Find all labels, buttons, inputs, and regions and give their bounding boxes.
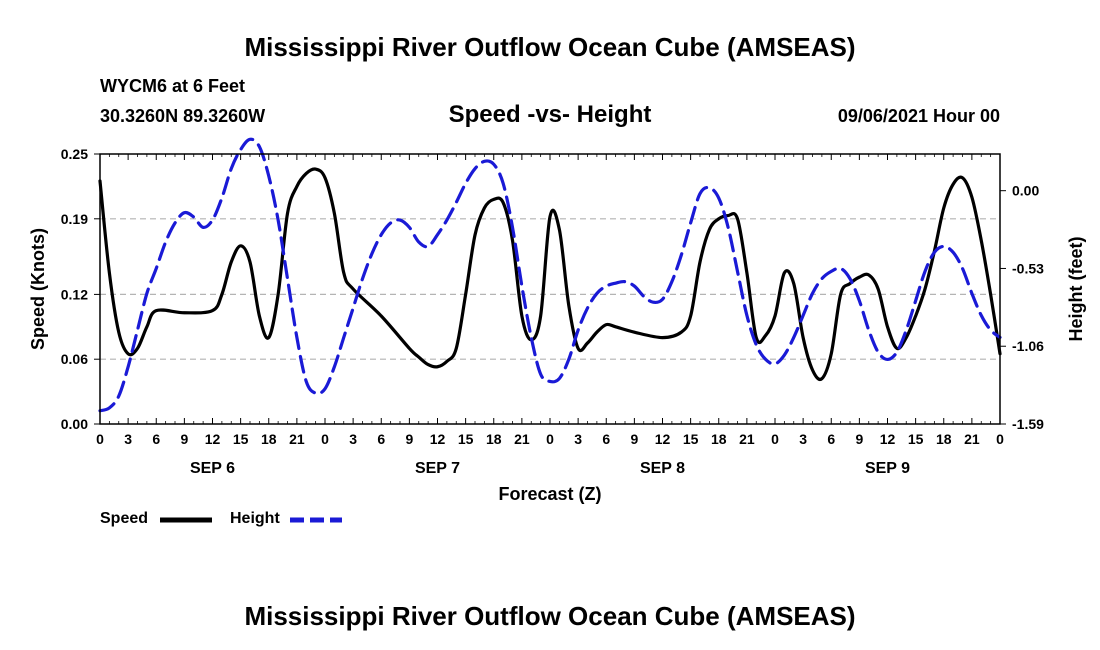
chart-footer-title: Mississippi River Outflow Ocean Cube (AM… xyxy=(244,601,856,631)
legend-speed-label: Speed xyxy=(100,510,149,527)
x-tick-label: 18 xyxy=(261,431,277,447)
x-tick-label: 9 xyxy=(630,431,638,447)
day-label-3: SEP 9 xyxy=(865,460,910,477)
day-label-2: SEP 8 xyxy=(640,460,685,477)
x-tick-label: 12 xyxy=(655,431,671,447)
x-tick-label: 21 xyxy=(514,431,530,447)
y-left-tick-label: 0.19 xyxy=(61,211,88,227)
series-layer xyxy=(98,137,1002,413)
x-tick-label: 21 xyxy=(289,431,305,447)
x-tick-label: 18 xyxy=(936,431,952,447)
plot-frame xyxy=(99,153,1001,425)
y-right-tick-label: -1.06 xyxy=(1012,338,1044,354)
x-tick-label: 12 xyxy=(205,431,221,447)
x-tick-label: 6 xyxy=(602,431,610,447)
coordinates-label: 30.3260N 89.3260W xyxy=(100,106,266,126)
y-left-tick-label: 0.12 xyxy=(61,286,88,302)
x-tick-label: 0 xyxy=(771,431,779,447)
y-left-tick-label: 0.00 xyxy=(61,416,88,432)
series-line-speed xyxy=(98,167,1002,381)
x-tick-label: 0 xyxy=(321,431,329,447)
station-label: WYCM6 at 6 Feet xyxy=(100,76,246,96)
x-tick-label: 3 xyxy=(574,431,582,447)
x-tick-label: 6 xyxy=(827,431,835,447)
x-tick-label: 3 xyxy=(124,431,132,447)
y-left-tick-label: 0.06 xyxy=(61,351,88,367)
axes-layer: 0 3 6 9 12 15 18 21 0 3 6 9 12 15 18 21 0 3 6 9 12 15 18 21 0 3 6 9… xyxy=(61,146,1044,477)
day-label-0: SEP 6 xyxy=(190,460,235,477)
legend-speed-swatch xyxy=(160,517,212,523)
legend-height-swatch xyxy=(290,517,342,523)
chart-main-title: Mississippi River Outflow Ocean Cube (AM… xyxy=(244,32,856,62)
x-tick-label: 0 xyxy=(996,431,1004,447)
y-right-tick-label: -1.59 xyxy=(1012,416,1044,432)
x-tick-label: 3 xyxy=(349,431,357,447)
x-axis-title: Forecast (Z) xyxy=(498,484,601,504)
x-tick-label: 12 xyxy=(430,431,446,447)
x-tick-label: 6 xyxy=(377,431,385,447)
x-tick-label: 0 xyxy=(96,431,104,447)
x-tick-label: 9 xyxy=(855,431,863,447)
forecast-date-label: 09/06/2021 Hour 00 xyxy=(837,106,1000,126)
x-tick-label: 15 xyxy=(233,431,249,447)
y-right-tick-label: -0.53 xyxy=(1012,260,1044,276)
y-axis-title-left: Speed (Knots) xyxy=(28,228,48,350)
x-tick-label: 21 xyxy=(964,431,980,447)
y-right-tick-label: 0.00 xyxy=(1012,183,1039,199)
y-left-tick-label: 0.25 xyxy=(61,146,88,162)
x-tick-label: 9 xyxy=(405,431,413,447)
x-tick-label: 3 xyxy=(799,431,807,447)
x-tick-label: 0 xyxy=(546,431,554,447)
x-tick-label: 15 xyxy=(908,431,924,447)
x-tick-label: 15 xyxy=(683,431,699,447)
day-label-1: SEP 7 xyxy=(415,460,460,477)
chart-subtitle: Speed -vs- Height xyxy=(448,101,652,128)
y-axis-title-right: Height (feet) xyxy=(1066,237,1086,342)
grid-layer xyxy=(100,218,1000,360)
x-tick-label: 18 xyxy=(486,431,502,447)
series-line-height xyxy=(98,137,1002,413)
x-tick-label: 15 xyxy=(458,431,474,447)
x-tick-label: 12 xyxy=(880,431,896,447)
x-tick-label: 6 xyxy=(152,431,160,447)
x-tick-label: 21 xyxy=(739,431,755,447)
legend-height-label: Height xyxy=(230,510,280,527)
x-tick-label: 18 xyxy=(711,431,727,447)
x-tick-label: 9 xyxy=(180,431,188,447)
